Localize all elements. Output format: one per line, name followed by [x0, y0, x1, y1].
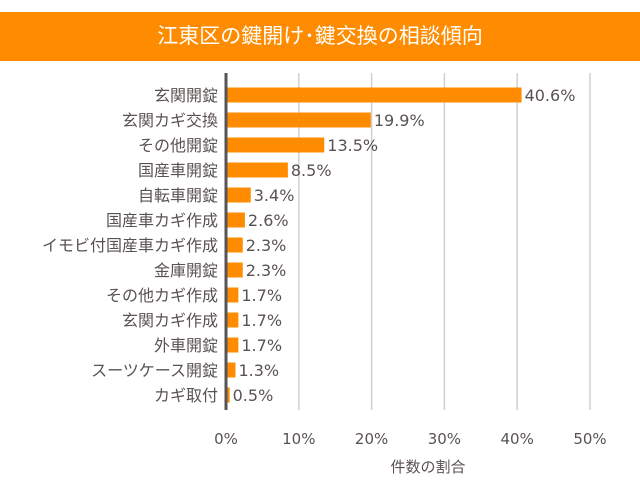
data-label: 0.5%	[233, 386, 274, 405]
x-tick-label: 20%	[355, 430, 388, 448]
category-label: 玄関開錠	[154, 86, 218, 105]
category-label: その他開錠	[138, 136, 218, 155]
data-label: 19.9%	[374, 111, 425, 130]
bar	[226, 137, 325, 153]
category-label: 金庫開錠	[154, 261, 218, 280]
bar	[226, 262, 243, 278]
data-label: 8.5%	[291, 161, 332, 180]
data-label: 1.7%	[241, 336, 282, 355]
data-label: 1.3%	[238, 361, 279, 380]
data-label: 2.3%	[246, 236, 287, 255]
category-label: 自転車開錠	[138, 186, 218, 205]
x-tick-label: 40%	[501, 430, 534, 448]
bar	[226, 312, 239, 328]
data-label: 2.6%	[248, 211, 289, 230]
bar	[226, 87, 522, 103]
bar	[226, 237, 243, 253]
category-label: イモビ付国産車カギ作成	[42, 236, 218, 255]
category-label: その他カギ作成	[106, 286, 218, 305]
category-label: 玄関カギ作成	[122, 311, 218, 330]
data-label: 40.6%	[525, 86, 576, 105]
data-label: 13.5%	[327, 136, 378, 155]
x-tick-label: 30%	[428, 430, 461, 448]
bar	[226, 387, 230, 403]
x-tick-label: 10%	[282, 430, 315, 448]
bar	[226, 362, 236, 378]
bar	[226, 287, 239, 303]
category-label: スーツケース開錠	[91, 361, 218, 380]
x-axis-label: 件数の割合	[390, 458, 465, 476]
category-label: 国産車開錠	[138, 161, 218, 180]
bar	[226, 187, 251, 203]
category-label: 玄関カギ交換	[122, 111, 218, 130]
data-label: 1.7%	[241, 286, 282, 305]
x-tick-label: 0%	[214, 430, 238, 448]
category-label: 国産車カギ作成	[106, 211, 218, 230]
bar	[226, 337, 239, 353]
data-label: 2.3%	[246, 261, 287, 280]
category-label: 外車開錠	[154, 336, 218, 355]
chart-title: 江東区の鍵開け･鍵交換の相談傾向	[0, 12, 640, 61]
data-label: 3.4%	[254, 186, 295, 205]
data-label: 1.7%	[241, 311, 282, 330]
category-label: カギ取付	[154, 386, 218, 405]
bar	[226, 212, 245, 228]
x-tick-label: 50%	[573, 430, 606, 448]
bar	[226, 112, 371, 128]
bar	[226, 162, 288, 178]
